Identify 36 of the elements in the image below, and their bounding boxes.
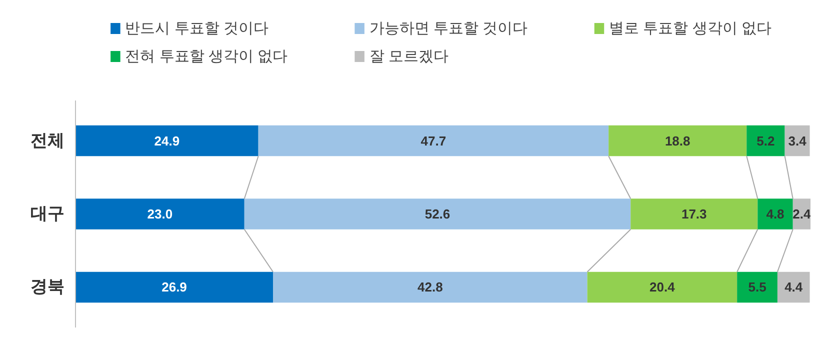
- data-label: 42.8: [418, 280, 443, 295]
- bar: [76, 198, 244, 230]
- bar: [746, 125, 785, 156]
- bar: [76, 272, 274, 303]
- data-label: 26.9: [162, 280, 187, 295]
- bar: [777, 272, 810, 303]
- data-label: 3.4: [788, 133, 808, 148]
- data-label: 4.4: [784, 280, 804, 295]
- bar: [258, 125, 609, 156]
- data-label: 5.2: [756, 133, 775, 148]
- data-label: 47.7: [420, 133, 446, 148]
- data-label: 52.6: [424, 206, 450, 222]
- bar: [273, 272, 588, 303]
- bar: [737, 272, 778, 303]
- data-label: 5.5: [748, 280, 766, 295]
- y-tick-label: 경북: [30, 277, 64, 298]
- bar: [244, 198, 631, 230]
- y-tick-label: 전체: [30, 130, 64, 151]
- data-label: 2.4: [792, 206, 812, 222]
- legend-label: 별로 투표할 생각이 없다: [608, 20, 772, 37]
- data-label: 23.0: [147, 206, 173, 222]
- data-label: 24.9: [154, 133, 180, 148]
- data-label: 18.8: [664, 133, 690, 148]
- bar: [630, 198, 758, 230]
- data-label: 20.4: [650, 280, 676, 295]
- legend-label: 가능하면 투표할 것이다: [369, 20, 528, 37]
- bar: [608, 125, 747, 156]
- legend-label: 전혀 투표할 생각이 없다: [125, 48, 288, 65]
- legend-label: 반드시 투표할 것이다: [125, 20, 269, 37]
- bar: [76, 125, 258, 156]
- y-tick-label: 대구: [30, 204, 64, 224]
- bar: [758, 198, 793, 230]
- data-label: 4.8: [766, 206, 784, 222]
- bar: [587, 272, 738, 303]
- legend-label: 잘 모르겠다: [369, 48, 448, 65]
- data-label: 17.3: [681, 206, 707, 222]
